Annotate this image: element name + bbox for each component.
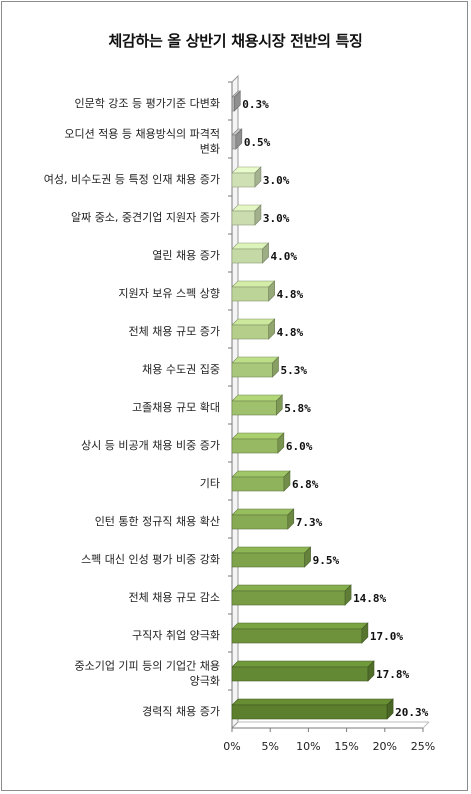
category-label: 열린 채용 증가 [152,249,220,262]
data-label: 6.0% [286,440,313,453]
bar-end [283,470,291,492]
category-label: 채용 수도권 집중 [142,363,220,376]
bar [231,248,263,264]
category-label: 지원자 보유 스펙 상향 [118,287,220,300]
x-tick-label: 5% [261,740,278,753]
data-label: 4.0% [271,250,298,263]
category-label: 스펙 대신 인성 평가 비중 강화 [81,553,220,566]
bar [231,362,273,378]
category-label: 기타 [200,477,220,490]
category-label: 인문학 강조 등 평가기준 다변화 [74,97,220,110]
bar [231,514,289,530]
bar-top [231,660,375,668]
bar-top [231,698,394,706]
category-label: 고졸채용 규모 확대 [132,401,220,414]
data-label: 0.5% [244,136,271,149]
data-label: 4.8% [277,288,304,301]
bar-top [231,470,291,478]
category-label: 알짜 중소, 중견기업 지원자 증가 [71,210,220,224]
bar-top [231,356,280,364]
bar-top [231,546,312,554]
category-label: 변화 [200,143,220,156]
x-tick-label: 20% [373,740,397,753]
bar-top [231,622,369,630]
bar-end [254,204,262,226]
bar [231,438,279,454]
category-label: 경력직 채용 증가 [142,705,220,718]
bar [231,400,277,416]
bar-end [268,318,275,340]
bar [231,476,285,492]
bar-end [344,584,352,606]
bar [231,590,346,606]
category-label: 중소기업 기피 등의 기업간 채용 [74,660,220,673]
x-tick-label: 0% [223,740,240,753]
bar-end [367,660,375,682]
data-label: 17.0% [370,630,403,643]
bar-end [276,394,283,416]
bar [231,286,269,302]
x-axis-floor-edge [422,721,430,729]
data-label: 17.8% [376,668,409,681]
bar-end [272,356,279,378]
bar-end [233,90,241,112]
data-label: 6.8% [292,478,319,491]
chart-title: 체감하는 올 상반기 채용시장 전반의 특징 [108,32,363,50]
bar [231,628,363,644]
data-label: 20.3% [395,706,428,719]
bar [231,96,235,112]
bar-end [262,242,269,264]
category-label: 오디션 적용 등 채용방식의 파격적 [64,128,220,141]
bar [231,324,269,340]
category-label: 양극화 [190,675,220,688]
bar [231,172,256,188]
category-label: 인턴 통한 정규직 채용 확산 [95,515,220,528]
x-tick-label: 15% [334,740,358,753]
category-label: 구직자 취업 양극화 [132,629,220,642]
bar-end [268,280,275,302]
bar-end [304,546,311,568]
bar-top [231,394,284,402]
data-label: 9.5% [313,554,340,567]
bar-top [231,318,276,326]
category-label: 전체 채용 규모 감소 [129,591,220,604]
x-tick-label: 25% [411,740,435,753]
data-label: 4.8% [277,326,304,339]
data-label: 3.0% [263,174,290,187]
data-label: 7.3% [296,516,323,529]
category-label: 전체 채용 규모 증가 [129,325,220,338]
bar-top [231,432,285,440]
bar-end [277,432,285,454]
data-label: 14.8% [353,592,386,605]
bar [231,666,369,682]
data-label: 0.3% [242,98,269,111]
bar-end [287,508,295,530]
bar [231,210,256,226]
bar-top [231,584,352,592]
bar [231,552,305,568]
data-label: 3.0% [263,212,290,225]
data-label: 5.8% [284,402,311,415]
bar [231,134,237,150]
bar-top [231,508,295,516]
bar [231,704,388,720]
bar-end [254,166,262,188]
bar-end [386,698,394,720]
bar-end [361,622,369,644]
bar-end [235,128,243,150]
category-label: 여성, 비수도권 등 특정 인재 채용 증가 [44,173,220,186]
bar-top [231,280,276,288]
data-label: 5.3% [280,364,307,377]
category-label: 상시 등 비공개 채용 비중 증가 [81,439,220,452]
x-tick-label: 10% [296,740,320,753]
